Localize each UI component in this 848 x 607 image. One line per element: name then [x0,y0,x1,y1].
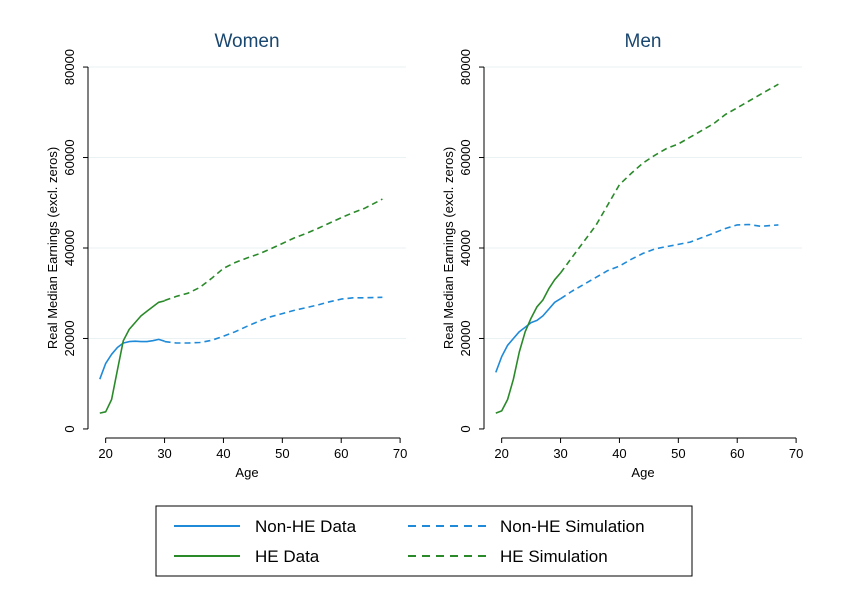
y-tick-label: 60000 [458,139,473,175]
legend-box [155,505,693,577]
x-tick-label: 70 [789,446,803,461]
x-tick-label: 50 [275,446,289,461]
series-line-he-data [99,300,165,414]
x-tick-label: 50 [671,446,685,461]
y-tick-label: 40000 [458,230,473,266]
x-axis-label: Age [235,465,258,480]
y-tick-label: 40000 [62,230,77,266]
series-line-non-he-simulation [560,223,779,300]
series-line-he-simulation [559,83,779,274]
y-tick-label: 80000 [458,49,473,85]
y-tick-label: 60000 [62,139,77,175]
x-axis-label: Age [631,465,654,480]
x-tick-label: 20 [98,446,112,461]
x-tick-label: 60 [334,446,348,461]
panel-men: Men Age Real Median Earnings (excl. zero… [441,31,803,480]
series-line-non-he-data [99,338,165,380]
y-tick-label: 20000 [458,320,473,356]
panel-title: Men [625,31,662,52]
legend-label: Non-HE Data [255,517,357,536]
legend-label: HE Data [255,547,320,566]
legend-label: Non-HE Simulation [500,517,645,536]
panel-women: Women Age Real Median Earnings (excl. ze… [45,31,407,480]
y-axis-label: Real Median Earnings (excl. zeros) [45,147,60,349]
panel-title: Women [214,31,279,52]
x-tick-label: 40 [216,446,230,461]
x-tick-label: 40 [612,446,626,461]
legend: Non-HE Data Non-HE Simulation HE Data HE… [155,505,693,577]
y-tick-label: 80000 [62,49,77,85]
y-tick-label: 0 [62,425,77,432]
x-tick-label: 30 [553,446,567,461]
legend-label: HE Simulation [500,547,608,566]
x-tick-label: 60 [730,446,744,461]
y-tick-label: 0 [458,425,473,432]
x-tick-label: 70 [393,446,407,461]
series-line-non-he-simulation [164,296,383,344]
y-axis-label: Real Median Earnings (excl. zeros) [441,147,456,349]
x-tick-label: 20 [494,446,508,461]
y-tick-label: 20000 [62,320,77,356]
series-line-he-data [495,272,562,414]
x-tick-label: 30 [157,446,171,461]
